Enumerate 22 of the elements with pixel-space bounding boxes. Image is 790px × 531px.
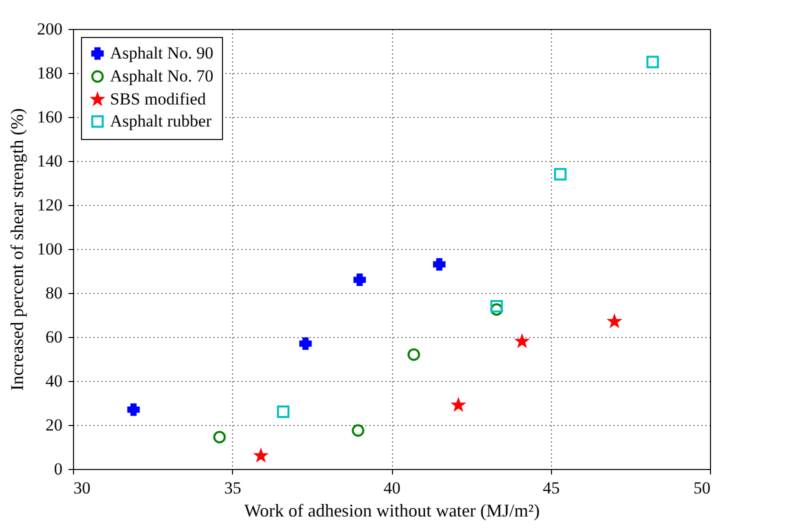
x-axis-title: Work of adhesion without water (MJ/m²) [244, 500, 540, 520]
legend-label: Asphalt No. 90 [110, 44, 214, 62]
y-tick-label: 40 [46, 372, 62, 390]
y-tick-label: 20 [46, 416, 62, 434]
y-tick-label: 100 [37, 240, 62, 258]
y-tick-label: 120 [37, 196, 62, 214]
y-tick-label: 0 [54, 460, 62, 478]
y-tick-label: 60 [46, 328, 62, 346]
legend-label: Asphalt rubber [110, 112, 212, 130]
legend-label: SBS modified [110, 90, 206, 108]
x-tick-label: 30 [74, 478, 90, 498]
x-tick-label: 50 [694, 478, 710, 498]
y-axis-title: Increased percent of shear strength (%) [7, 108, 27, 391]
y-tick-label: 160 [37, 108, 62, 126]
legend-label: Asphalt No. 70 [110, 66, 214, 86]
x-tick-label: 40 [384, 478, 400, 498]
y-tick-label: 200 [37, 20, 62, 38]
y-tick-label: 140 [37, 152, 62, 170]
x-tick-label: 35 [224, 478, 242, 498]
y-tick-label: 80 [46, 284, 62, 302]
y-tick-label: 180 [37, 64, 62, 82]
x-tick-label: 45 [542, 478, 560, 498]
